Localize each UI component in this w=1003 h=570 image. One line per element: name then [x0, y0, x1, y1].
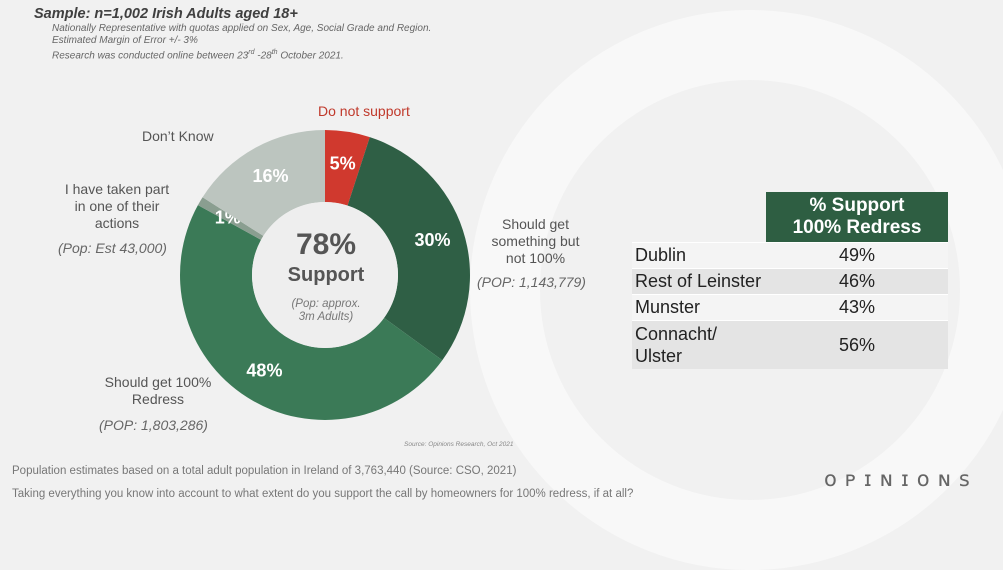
slice-dont-know: [202, 130, 325, 236]
opinions-logo: ᴏᴘɪɴɪᴏɴѕ: [824, 467, 978, 491]
table-row: Connacht/ Ulster 56%: [632, 320, 948, 369]
label-taken-part: I have taken part in one of their action…: [64, 181, 170, 231]
region-value: 49%: [766, 242, 948, 269]
slice-do-not-support: [325, 130, 370, 206]
table-header: % Support 100% Redress: [766, 192, 948, 243]
slice-value-label: 16%: [253, 166, 289, 186]
label-dont-know: Don’t Know: [142, 128, 214, 144]
region-support-table: % Support 100% Redress Dublin 49% Rest o…: [632, 192, 948, 369]
slice-value-label: 5%: [330, 153, 356, 173]
table-corner: [632, 192, 766, 243]
sample-note-margin: Estimated Margin of Error +/- 3%: [52, 35, 198, 46]
slice-value-label: 48%: [246, 360, 282, 380]
label-full-redress: Should get 100% Redress: [104, 374, 212, 407]
region-value: 43%: [766, 294, 948, 321]
sample-title: Sample: n=1,002 Irish Adults aged 18+: [34, 6, 298, 22]
slice-value-label: 30%: [414, 230, 450, 250]
source-note: Source: Opinions Research, Oct 2021: [404, 441, 514, 448]
label-something-pop: (POP: 1,143,779): [477, 274, 586, 290]
label-full-redress-pop: (POP: 1,803,286): [99, 417, 208, 433]
region-value: 46%: [766, 268, 948, 295]
center-support-label: Support: [287, 264, 365, 286]
region-name: Dublin: [632, 242, 766, 269]
table-row: Dublin 49%: [632, 242, 948, 269]
label-do-not-support: Do not support: [318, 103, 410, 119]
slice-taken-part: [197, 197, 264, 240]
slice-something-not-full: [347, 137, 470, 361]
table-row: Rest of Leinster 46%: [632, 268, 948, 295]
sample-note-dates: Research was conducted online between 23…: [52, 49, 344, 62]
donut-chart: 5%30%48%1%16%: [180, 130, 470, 420]
region-value: 56%: [766, 320, 948, 369]
table-row: Munster 43%: [632, 294, 948, 321]
center-pop-note: (Pop: approx. 3m Adults): [291, 298, 361, 323]
region-name: Munster: [632, 294, 766, 321]
population-note: Population estimates based on a total ad…: [12, 465, 517, 477]
donut-center: [252, 202, 398, 348]
survey-question: Taking everything you know into account …: [12, 488, 634, 500]
center-support-value: 78%: [295, 228, 357, 261]
label-something-not-full: Should get something but not 100%: [491, 216, 580, 266]
region-name: Rest of Leinster: [632, 268, 766, 295]
sample-note-quotas: Nationally Representative with quotas ap…: [52, 23, 432, 34]
region-name: Connacht/ Ulster: [632, 320, 766, 369]
slice-full-redress: [180, 205, 443, 420]
label-taken-part-pop: (Pop: Est 43,000): [58, 240, 167, 256]
